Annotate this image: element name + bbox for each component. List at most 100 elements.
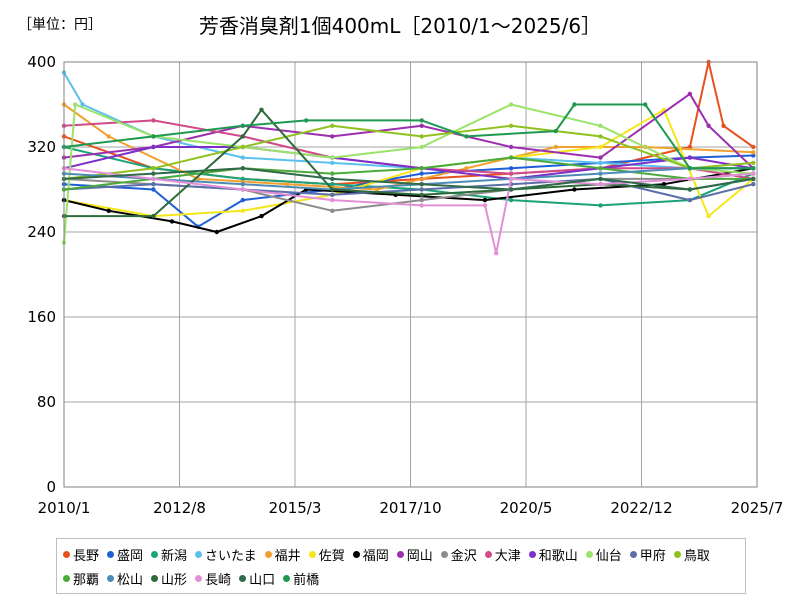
data-point (169, 219, 175, 224)
data-point (751, 144, 756, 150)
data-point (240, 197, 245, 203)
data-point (687, 187, 693, 192)
x-tick-label: 2015/3 (269, 499, 322, 517)
legend: 長野 盛岡 新潟 さいたま 福井 佐賀 福岡 岡山 金沢 大津 和歌山 仙台 甲府 鳥取 那覇 松山 山形 長崎 山… (56, 538, 746, 594)
legend-item: 仙台 (585, 542, 622, 566)
data-point (508, 171, 514, 176)
legend-label: 甲府 (639, 548, 666, 564)
data-point (214, 229, 219, 235)
data-point (508, 155, 514, 160)
unit-label: ［単位：円］ (18, 17, 102, 33)
legend-label: 松山 (117, 572, 144, 588)
data-point (240, 144, 245, 150)
data-point (240, 182, 245, 187)
legend-marker-icon (629, 550, 637, 558)
legend-item: 山形 (151, 566, 187, 590)
data-point (151, 176, 156, 182)
legend-marker-icon (63, 550, 70, 558)
data-point (330, 197, 335, 203)
data-point (751, 153, 756, 158)
data-point (751, 160, 756, 166)
data-point (553, 128, 558, 134)
legend-item: 那覇 (63, 566, 99, 590)
data-point (240, 123, 245, 128)
legend-marker-icon (673, 550, 681, 558)
data-point (508, 166, 514, 171)
data-point (598, 160, 603, 166)
y-tick-label: 0 (46, 478, 56, 496)
plot-frame (63, 61, 758, 488)
data-point (751, 166, 756, 171)
data-point (419, 182, 424, 187)
legend-item: 松山 (107, 566, 143, 590)
data-point (508, 144, 514, 150)
legend-marker-icon (107, 574, 115, 582)
data-point (721, 123, 726, 128)
data-point (330, 187, 335, 192)
legend-label: 盛岡 (117, 548, 144, 564)
data-point (751, 150, 756, 155)
data-point (330, 208, 335, 213)
data-point (151, 144, 156, 150)
data-point (151, 187, 156, 192)
data-point (419, 192, 424, 197)
legend-item: 山口 (239, 566, 275, 590)
gridlines (63, 61, 758, 488)
x-tick-label: 2020/5 (500, 499, 553, 517)
legend-item: 佐賀 (308, 542, 345, 566)
legend-label: 前橋 (293, 572, 320, 588)
y-tick-label: 400 (27, 53, 56, 71)
series-前橋 (61, 102, 756, 171)
legend-marker-icon (264, 550, 272, 558)
y-tick-label: 320 (27, 138, 56, 156)
legend-marker-icon (352, 550, 360, 558)
data-point (240, 208, 245, 213)
data-point (374, 187, 380, 192)
legend-marker-icon (195, 550, 203, 558)
legend-label: 仙台 (595, 548, 622, 564)
data-point (464, 166, 469, 171)
data-point (751, 182, 756, 187)
legend-marker-icon (195, 574, 203, 582)
legend-marker-icon (396, 550, 404, 558)
series-line (63, 72, 754, 170)
data-point (151, 166, 156, 171)
x-tick-label: 2012/8 (153, 499, 206, 517)
data-point (151, 171, 156, 176)
data-point (508, 176, 514, 182)
data-point (687, 155, 693, 160)
data-point (419, 144, 424, 150)
y-tick-label: 240 (27, 223, 56, 241)
x-tick-label: 2010/1 (38, 499, 91, 517)
legend-item: 盛岡 (107, 542, 143, 566)
data-point (706, 123, 711, 128)
legend-label: 大津 (494, 548, 521, 564)
legend-label: 新潟 (161, 548, 188, 564)
data-point (304, 118, 309, 123)
y-axis-ticks: 0 80 160 240 320 400 (27, 53, 56, 496)
data-point (687, 197, 693, 203)
y-tick-label: 80 (37, 393, 56, 411)
legend-item: 鳥取 (673, 542, 710, 566)
data-point (508, 197, 514, 203)
data-point (494, 251, 499, 256)
data-point (598, 203, 603, 208)
data-point (553, 144, 558, 150)
data-point (482, 203, 488, 208)
series-山口 (61, 166, 756, 192)
data-point (330, 160, 335, 166)
data-point (687, 144, 693, 150)
data-point (419, 203, 424, 208)
data-point (598, 123, 603, 128)
x-tick-label: 2022/12 (610, 499, 672, 517)
legend-item: 金沢 (440, 542, 477, 566)
data-point (419, 187, 424, 192)
legend-label: 鳥取 (683, 548, 710, 564)
data-point (419, 171, 424, 176)
data-point (598, 166, 603, 171)
legend-marker-icon (283, 574, 291, 582)
series-line (63, 103, 754, 170)
legend-marker-icon (151, 550, 159, 558)
data-point (687, 91, 693, 97)
legend-item: 甲府 (629, 542, 666, 566)
